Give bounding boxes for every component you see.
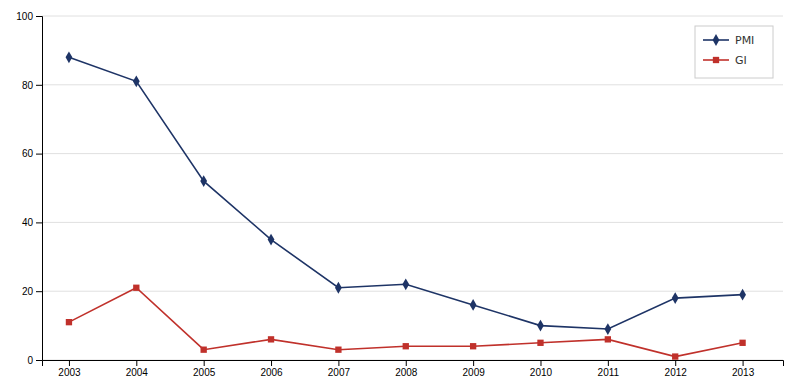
series-line xyxy=(69,288,743,357)
x-tick-mark xyxy=(136,360,137,366)
legend-marker xyxy=(713,57,719,63)
y-tick-mark xyxy=(36,360,42,361)
grid-line xyxy=(42,291,783,292)
x-axis-line xyxy=(43,361,784,367)
point xyxy=(470,343,476,349)
x-tick: 2006 xyxy=(260,360,283,378)
point xyxy=(537,340,543,346)
x-tick-label: 2013 xyxy=(732,367,755,378)
y-tick-label: 20 xyxy=(22,286,34,297)
x-tick-label: 2012 xyxy=(665,367,688,378)
x-tick: 2009 xyxy=(463,360,486,378)
point xyxy=(335,347,341,353)
y-tick-label: 80 xyxy=(22,80,34,91)
point xyxy=(66,51,73,63)
point xyxy=(402,278,409,290)
x-tick-label: 2004 xyxy=(126,367,149,378)
point xyxy=(133,75,140,87)
x-tick: 2012 xyxy=(665,360,688,378)
y-tick-label: 100 xyxy=(16,11,33,22)
x-tick: 2010 xyxy=(530,360,553,378)
y-tick-mark xyxy=(36,16,42,17)
grid-line xyxy=(42,153,783,154)
x-tick: 2011 xyxy=(598,360,620,378)
x-tick-mark xyxy=(69,360,70,366)
legend-label: GI xyxy=(735,54,747,67)
y-tick-mark xyxy=(36,154,42,155)
point xyxy=(66,319,72,325)
x-tick: 2008 xyxy=(395,360,418,378)
y-tick-label: 60 xyxy=(22,148,34,159)
x-tick: 2004 xyxy=(126,360,149,378)
grid-line xyxy=(42,16,783,17)
x-tick: 2003 xyxy=(58,360,81,378)
legend-label: PMI xyxy=(735,34,754,47)
x-tick-label: 2008 xyxy=(395,367,418,378)
series-markers xyxy=(66,51,746,335)
y-tick: 20 xyxy=(22,286,42,297)
legend-box xyxy=(695,26,773,78)
y-tick-label: 40 xyxy=(22,217,34,228)
x-tick-mark xyxy=(743,360,744,366)
point xyxy=(200,175,207,187)
x-tick-label: 2011 xyxy=(598,367,620,378)
x-axis: 2003 2004 2005 2006 2007 2008 2009 2010 2011 2012… xyxy=(43,360,784,378)
point xyxy=(403,343,409,349)
point xyxy=(739,340,745,346)
marks xyxy=(66,51,746,359)
grid-line xyxy=(42,222,783,223)
point xyxy=(537,320,544,332)
y-tick-mark xyxy=(36,85,42,86)
y-tick: 60 xyxy=(22,148,42,159)
point xyxy=(604,323,611,335)
x-tick: 2013 xyxy=(732,360,755,378)
legend-item: PMI xyxy=(703,34,754,47)
y-tick-mark xyxy=(36,222,42,223)
plot: 2003 2004 2005 2006 2007 2008 2009 2010 2011 2012… xyxy=(16,11,783,378)
x-tick-label: 2006 xyxy=(260,367,283,378)
series-line xyxy=(69,57,743,329)
chart: 2003 2004 2005 2006 2007 2008 2009 2010 2011 2012… xyxy=(0,0,803,390)
point xyxy=(268,234,275,246)
point xyxy=(739,289,746,301)
x-tick-mark xyxy=(473,360,474,366)
x-tick-mark xyxy=(204,360,205,366)
x-tick-label: 2003 xyxy=(58,367,81,378)
x-tick-mark xyxy=(338,360,339,366)
x-tick-mark xyxy=(540,360,541,366)
x-tick-mark xyxy=(406,360,407,366)
x-tick: 2005 xyxy=(193,360,216,378)
y-tick: 0 xyxy=(27,355,42,366)
y-axis: 0 20 40 60 80 100 xyxy=(16,11,42,366)
y-tick: 40 xyxy=(22,217,42,228)
point xyxy=(268,336,274,342)
y-tick: 100 xyxy=(16,11,42,22)
point xyxy=(335,282,342,294)
y-tick: 80 xyxy=(22,80,42,91)
legend-item: GI xyxy=(703,54,747,67)
x-tick: 2007 xyxy=(328,360,351,378)
x-tick-label: 2007 xyxy=(328,367,351,378)
point xyxy=(470,299,477,311)
point xyxy=(672,292,679,304)
x-tick-label: 2010 xyxy=(530,367,553,378)
point xyxy=(133,285,139,291)
y-tick-mark xyxy=(36,291,42,292)
point xyxy=(605,336,611,342)
x-tick-mark xyxy=(675,360,676,366)
y-tick-label: 0 xyxy=(27,355,33,366)
x-tick-label: 2005 xyxy=(193,367,216,378)
legend: PMI GI xyxy=(695,26,773,78)
x-tick-mark xyxy=(608,360,609,366)
y-axis-line xyxy=(36,17,43,361)
grid xyxy=(42,16,783,360)
x-tick-label: 2009 xyxy=(463,367,486,378)
grid-line xyxy=(42,84,783,85)
point xyxy=(201,347,207,353)
series-markers xyxy=(66,285,746,360)
legend-marker xyxy=(713,34,720,46)
x-tick-mark xyxy=(271,360,272,366)
point xyxy=(672,353,678,359)
